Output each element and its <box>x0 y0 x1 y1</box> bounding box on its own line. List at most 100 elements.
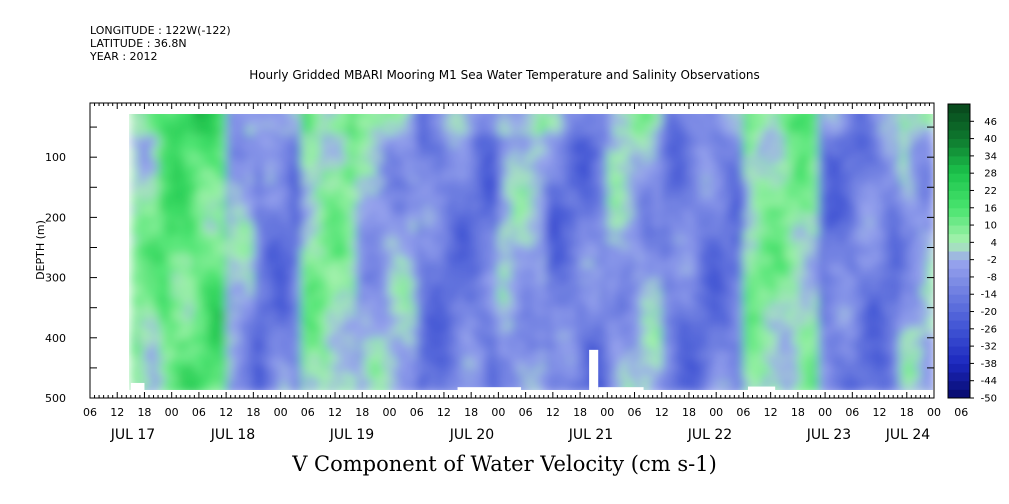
field-cell <box>825 254 833 262</box>
field-cell <box>682 176 690 184</box>
field-cell <box>205 296 214 304</box>
field-cell <box>239 272 248 280</box>
field-cell <box>539 284 547 292</box>
field-cell <box>341 236 350 244</box>
field-cell <box>695 236 704 244</box>
field-cell <box>627 170 636 178</box>
field-cell <box>586 242 595 250</box>
field-cell <box>689 284 697 292</box>
field-cell <box>307 387 316 390</box>
field-cell <box>580 314 588 322</box>
field-cell <box>314 260 323 268</box>
field-cell <box>702 200 711 208</box>
field-cell <box>158 357 166 365</box>
field-cell <box>396 357 405 365</box>
field-cell <box>205 206 214 214</box>
field-cell <box>341 254 350 262</box>
field-cell <box>546 206 554 214</box>
field-cell <box>580 176 588 184</box>
field-cell <box>137 140 146 148</box>
field-cell <box>566 260 575 268</box>
field-cell <box>818 345 827 352</box>
field-cell <box>818 369 827 377</box>
field-cell <box>260 176 268 184</box>
field-cell <box>797 284 806 292</box>
field-cell <box>729 357 738 365</box>
field-cell <box>791 212 799 220</box>
field-cell <box>307 254 316 262</box>
field-cell <box>648 140 656 148</box>
field-cell <box>198 296 207 304</box>
field-cell <box>525 164 534 172</box>
field-cell <box>505 339 513 346</box>
field-cell <box>736 327 745 334</box>
field-cell <box>709 188 718 196</box>
field-cell <box>539 314 547 322</box>
field-cell <box>791 116 799 124</box>
field-cell <box>321 164 330 172</box>
field-cell <box>723 146 731 154</box>
field-cell <box>423 176 432 184</box>
field-cell <box>546 381 554 389</box>
field-cell <box>267 248 275 256</box>
field-cell <box>178 296 187 304</box>
field-cell <box>559 320 568 328</box>
field-cell <box>178 164 187 172</box>
field-cell <box>246 302 255 310</box>
field-cell <box>559 146 568 154</box>
field-cell <box>443 194 452 202</box>
field-cell <box>307 188 316 196</box>
field-cell <box>750 381 758 389</box>
field-cell <box>580 387 588 390</box>
field-cell <box>600 206 609 214</box>
field-cell <box>192 363 200 371</box>
field-cell <box>641 140 650 148</box>
field-cell <box>205 188 214 196</box>
field-cell <box>226 164 234 172</box>
field-cell <box>369 176 377 184</box>
field-cell <box>668 218 677 226</box>
field-cell <box>811 158 820 166</box>
field-cell <box>532 134 541 142</box>
field-cell <box>382 308 391 316</box>
field-cell <box>158 308 166 316</box>
field-cell <box>321 278 330 286</box>
field-cell <box>525 122 534 130</box>
field-cell <box>661 351 670 358</box>
field-cell <box>151 296 160 304</box>
field-cell <box>777 140 786 148</box>
field-cell <box>294 230 302 238</box>
field-cell <box>335 116 343 124</box>
field-cell <box>736 333 745 340</box>
field-cell <box>205 116 214 124</box>
field-cell <box>430 345 439 352</box>
field-cell <box>505 296 513 304</box>
field-cell <box>736 164 745 172</box>
field-cell <box>702 242 711 250</box>
field-cell <box>552 248 561 256</box>
field-cell <box>389 369 398 377</box>
field-cell <box>226 176 234 184</box>
field-cell <box>729 224 738 232</box>
field-cell <box>648 170 656 178</box>
field-cell <box>212 170 221 178</box>
field-cell <box>532 320 541 328</box>
field-cell <box>546 375 554 383</box>
field-cell <box>539 200 547 208</box>
field-cell <box>729 381 738 389</box>
field-cell <box>226 200 234 208</box>
field-cell <box>158 278 166 286</box>
field-cell <box>457 363 466 371</box>
field-cell <box>689 236 697 244</box>
field-cell <box>130 363 139 371</box>
field-cell <box>559 339 568 346</box>
field-cell <box>777 182 786 190</box>
field-cell <box>654 333 663 340</box>
field-cell <box>369 122 377 130</box>
field-cell <box>287 308 296 316</box>
field-cell <box>437 158 445 166</box>
field-cell <box>280 134 289 142</box>
field-cell <box>171 248 180 256</box>
field-cell <box>648 218 656 226</box>
field-cell <box>198 140 207 148</box>
